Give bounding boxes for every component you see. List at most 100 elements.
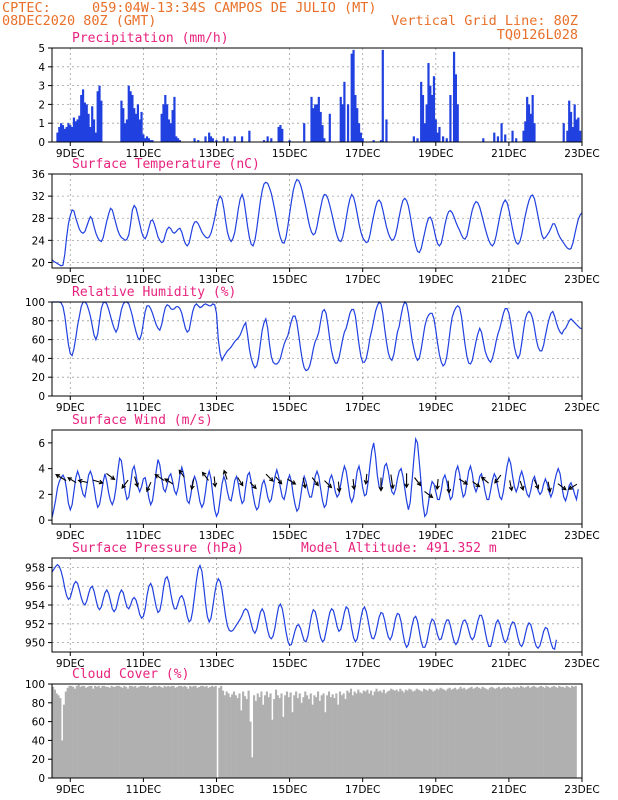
cloud-bar — [232, 691, 236, 778]
cloud-bar — [110, 685, 113, 778]
cloud-bar — [530, 686, 533, 778]
cloud-bar — [459, 686, 462, 778]
precip-bar — [56, 132, 59, 142]
precip-bar — [436, 132, 439, 142]
cloud-bar — [320, 695, 323, 778]
cloud-bar — [253, 695, 256, 778]
temperature-title: Surface Temperature (nC) — [72, 157, 260, 172]
cloud-bar — [348, 692, 351, 778]
cloud-bar — [168, 686, 172, 778]
x-tick-label: 19DEC — [418, 658, 453, 670]
precip-bar — [167, 119, 171, 142]
cloud-bar — [516, 686, 519, 778]
precip-bar — [262, 140, 266, 142]
y-tick-label: 0 — [38, 515, 45, 527]
cloud-bar — [388, 690, 391, 778]
cloud-bar — [443, 689, 446, 778]
y-tick-label: 4 — [38, 464, 45, 476]
cloud-bar — [412, 691, 415, 778]
y-tick-label: 0 — [38, 773, 45, 785]
cloud-bar — [331, 694, 334, 778]
precip-bar — [425, 104, 428, 142]
pressure-title: Surface Pressure (hPa) — [72, 541, 244, 556]
y-tick-label: 6 — [38, 438, 45, 450]
wind-arrow — [458, 478, 469, 485]
wind-arrow — [519, 480, 525, 492]
cloud-bar — [211, 685, 214, 778]
x-tick-label: 17DEC — [345, 658, 380, 670]
wind-arrow — [265, 473, 274, 482]
cloud-bar — [117, 685, 120, 778]
precip-bar — [71, 126, 74, 142]
cloud-bar — [214, 685, 217, 778]
cloud-bar — [326, 695, 329, 778]
cloud-bar — [382, 689, 385, 778]
cloud-bar — [360, 693, 363, 778]
header-grid-line: Vertical Grid Line: 80Z — [391, 13, 578, 29]
cloud-bar — [105, 686, 108, 778]
y-tick-label: 956 — [25, 581, 45, 593]
wind-arrow — [390, 474, 395, 490]
cloud-bar — [406, 690, 409, 778]
cloud-bar — [152, 685, 155, 778]
precip-bar — [438, 126, 441, 142]
wind-arrow — [480, 476, 489, 484]
wind-arrow — [222, 469, 228, 480]
x-tick-label: 19DEC — [418, 148, 453, 160]
x-tick-label: 9DEC — [56, 530, 85, 542]
cloud-bar — [112, 686, 115, 778]
y-tick-label: 32 — [32, 191, 45, 203]
precip-bar — [96, 91, 99, 142]
precip-bar — [315, 104, 319, 142]
cloud-bar — [329, 697, 332, 778]
cloud-bar — [62, 704, 66, 778]
cloud-bar — [479, 688, 482, 778]
cloud-bar — [68, 685, 71, 778]
wind-arrow — [121, 479, 129, 490]
x-tick-label: 19DEC — [418, 274, 453, 286]
cloud-bar — [561, 686, 565, 778]
cloud-bar — [88, 685, 91, 778]
cloud-bar — [79, 686, 82, 778]
precip-bar — [314, 104, 317, 142]
humidity-title: Relative Humidity (%) — [72, 285, 236, 300]
cloud-bar — [368, 693, 371, 778]
precip-bar — [312, 108, 315, 142]
cloud-bar — [446, 688, 449, 778]
cloud-bar — [521, 686, 524, 778]
cloud-bar — [435, 688, 438, 778]
cloud-bar — [236, 698, 239, 778]
precip-bar — [527, 104, 531, 142]
cloud-bar — [346, 690, 349, 778]
y-tick-label: 100 — [25, 679, 45, 691]
precip-bar — [431, 95, 434, 142]
cloud-bar — [386, 691, 389, 778]
cloud-bar — [337, 704, 340, 778]
wind-arrow — [189, 478, 195, 491]
precip-bar — [288, 140, 291, 142]
precip-bar — [323, 138, 326, 142]
x-tick-label: 23DEC — [564, 530, 599, 542]
precip-bar — [568, 100, 571, 142]
cloud-bar — [569, 687, 572, 778]
cloud-bar — [64, 691, 67, 778]
cloud-bar — [176, 686, 179, 778]
cloud-bar — [306, 695, 309, 778]
panel-wind: Surface Wind (m/s) 0 2 4 6 9DEC 11DEC 13DEC 15DE… — [38, 413, 599, 542]
cloud-bar — [401, 690, 404, 778]
precip-bar — [511, 130, 514, 142]
y-tick-label: 80 — [32, 698, 45, 710]
precip-bar — [357, 123, 361, 142]
cloud-bar — [574, 685, 577, 778]
cloud-bar — [497, 686, 501, 778]
humidity-frame — [51, 301, 583, 397]
cloud-bar — [342, 693, 345, 778]
precip-bar — [579, 130, 582, 142]
precip-bar — [303, 123, 306, 142]
cloud-bar — [86, 686, 89, 778]
wind-title: Surface Wind (m/s) — [72, 413, 213, 428]
cloud-bar — [59, 698, 62, 778]
precip-bar — [76, 119, 79, 142]
wind-arrow — [145, 481, 152, 493]
humidity-line — [52, 300, 582, 372]
